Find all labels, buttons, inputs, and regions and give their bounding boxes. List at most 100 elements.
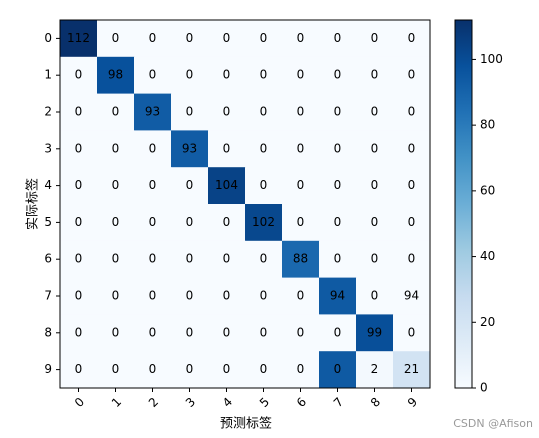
x-tick-label: 7	[331, 395, 346, 410]
cell	[60, 130, 98, 168]
cell	[282, 20, 320, 58]
cell-label: 0	[186, 362, 194, 376]
cell-label: 0	[223, 31, 231, 45]
cell	[245, 204, 283, 242]
cell-label: 0	[408, 141, 416, 155]
cell-label: 0	[75, 289, 83, 303]
cell-label: 0	[334, 362, 342, 376]
cell	[393, 130, 431, 168]
cell	[393, 351, 431, 389]
cell-label: 0	[334, 68, 342, 82]
cell	[282, 130, 320, 168]
plot-frame	[59, 19, 431, 389]
cell-label: 0	[408, 252, 416, 266]
cell	[134, 56, 172, 95]
cell-label: 0	[371, 252, 379, 266]
cell-label: 0	[297, 141, 305, 155]
cell	[60, 314, 98, 352]
cell	[245, 240, 283, 279]
cell-label: 0	[75, 105, 83, 119]
cell	[97, 56, 135, 95]
cell	[171, 93, 209, 131]
cell	[97, 277, 135, 315]
y-tick-label: 5	[44, 215, 52, 229]
cell	[134, 93, 172, 131]
cell-label: 93	[182, 141, 197, 155]
cell-label: 0	[112, 141, 120, 155]
cell-label: 21	[404, 362, 419, 376]
cell-label: 0	[371, 31, 379, 45]
cell	[356, 56, 394, 95]
cell-label: 0	[149, 178, 157, 192]
cell-label: 0	[408, 105, 416, 119]
cell-label: 0	[297, 31, 305, 45]
y-tick-label: 3	[44, 141, 52, 155]
colorbar-tick-label: 40	[480, 249, 495, 263]
cell-label: 0	[371, 141, 379, 155]
x-tick-label: 3	[183, 395, 198, 410]
cell-label: 0	[149, 289, 157, 303]
y-tick-label: 4	[44, 178, 52, 192]
y-tick-label: 6	[44, 252, 52, 266]
cell	[319, 130, 357, 168]
cell-label: 0	[297, 178, 305, 192]
cell-label: 0	[186, 289, 194, 303]
cell-label: 0	[371, 215, 379, 229]
cell-label: 0	[149, 215, 157, 229]
colorbar-tick-label: 80	[480, 118, 495, 132]
cell-label: 0	[186, 252, 194, 266]
cell	[97, 314, 135, 352]
cell	[171, 277, 209, 315]
cell	[171, 56, 209, 95]
cell-label: 0	[260, 325, 268, 339]
y-tick-label: 8	[44, 325, 52, 339]
cell-label: 0	[75, 178, 83, 192]
cell-label: 0	[112, 178, 120, 192]
cell	[97, 240, 135, 279]
cell	[245, 20, 283, 58]
cell-label: 0	[260, 68, 268, 82]
cell	[282, 277, 320, 315]
cell-label: 0	[334, 105, 342, 119]
cell-label: 0	[75, 215, 83, 229]
cell-label: 0	[260, 31, 268, 45]
cell	[97, 167, 135, 205]
cell-label: 0	[149, 141, 157, 155]
cell	[208, 351, 246, 389]
cell-label: 0	[112, 215, 120, 229]
x-tick-label: 1	[109, 395, 124, 410]
y-tick-label: 7	[44, 289, 52, 303]
cell-label: 0	[75, 68, 83, 82]
cell-label: 94	[404, 289, 419, 303]
cell-label: 0	[186, 215, 194, 229]
cell-label: 0	[371, 105, 379, 119]
cell-label: 88	[293, 252, 308, 266]
cell	[245, 130, 283, 168]
cell	[171, 130, 209, 168]
cell-label: 0	[112, 289, 120, 303]
cell-label: 2	[371, 362, 379, 376]
cell-label: 0	[223, 362, 231, 376]
cell	[171, 314, 209, 352]
cell	[319, 93, 357, 131]
cell	[356, 167, 394, 205]
cell-label: 0	[297, 362, 305, 376]
cell	[245, 93, 283, 131]
cell	[171, 20, 209, 58]
cell-label: 0	[186, 105, 194, 119]
cell	[60, 56, 98, 95]
cell-label: 0	[260, 141, 268, 155]
cell-label: 0	[75, 362, 83, 376]
cell	[282, 93, 320, 131]
cell	[60, 277, 98, 315]
cell	[134, 314, 172, 352]
cell	[356, 314, 394, 352]
cell-label: 0	[260, 362, 268, 376]
cell	[319, 20, 357, 58]
cell-label: 0	[112, 362, 120, 376]
x-tick-label: 9	[405, 395, 420, 410]
cell-label: 0	[260, 252, 268, 266]
cell	[393, 93, 431, 131]
cell	[97, 20, 135, 58]
cell-label: 0	[223, 325, 231, 339]
